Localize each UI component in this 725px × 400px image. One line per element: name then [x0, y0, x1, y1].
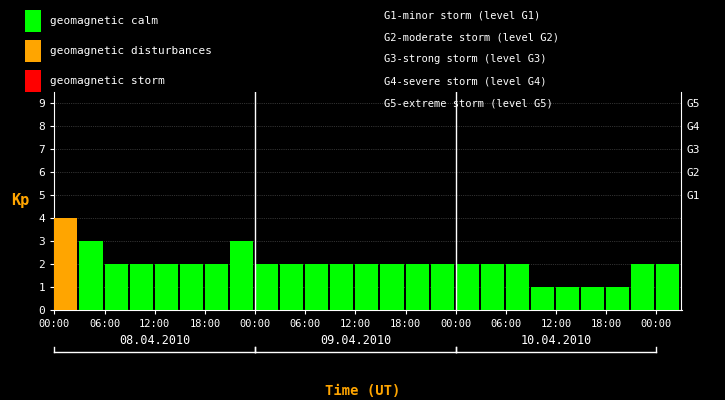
Bar [130, 264, 153, 310]
Bar [405, 264, 428, 310]
Bar [230, 241, 253, 310]
Bar [556, 287, 579, 310]
Bar [355, 264, 378, 310]
Text: Time (UT): Time (UT) [325, 384, 400, 398]
Bar [581, 287, 604, 310]
Text: G1-minor storm (level G1): G1-minor storm (level G1) [384, 10, 541, 20]
Bar [80, 241, 102, 310]
Bar [154, 264, 178, 310]
Text: G5-extreme storm (level G5): G5-extreme storm (level G5) [384, 98, 553, 108]
Text: G4-severe storm (level G4): G4-severe storm (level G4) [384, 76, 547, 86]
Text: 08.04.2010: 08.04.2010 [119, 334, 191, 346]
Text: geomagnetic disturbances: geomagnetic disturbances [50, 46, 212, 56]
Bar [54, 218, 78, 310]
Bar [305, 264, 328, 310]
Bar [456, 264, 478, 310]
Text: 10.04.2010: 10.04.2010 [521, 334, 592, 346]
Bar [481, 264, 504, 310]
Text: 09.04.2010: 09.04.2010 [320, 334, 391, 346]
Bar [104, 264, 128, 310]
Bar [280, 264, 303, 310]
Bar [431, 264, 454, 310]
Bar [606, 287, 629, 310]
Text: Kp: Kp [11, 194, 29, 208]
Bar [205, 264, 228, 310]
Bar [531, 287, 554, 310]
Bar [331, 264, 353, 310]
Text: G3-strong storm (level G3): G3-strong storm (level G3) [384, 54, 547, 64]
Text: geomagnetic storm: geomagnetic storm [50, 76, 165, 86]
Text: G2-moderate storm (level G2): G2-moderate storm (level G2) [384, 32, 559, 42]
Bar [656, 264, 679, 310]
Text: geomagnetic calm: geomagnetic calm [50, 16, 158, 26]
Bar [506, 264, 529, 310]
Bar [255, 264, 278, 310]
Bar [180, 264, 203, 310]
Bar [631, 264, 655, 310]
Bar [381, 264, 404, 310]
